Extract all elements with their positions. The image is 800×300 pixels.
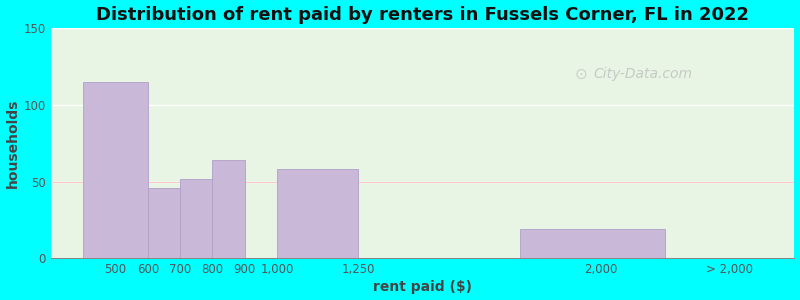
Bar <box>180 178 213 258</box>
Title: Distribution of rent paid by renters in Fussels Corner, FL in 2022: Distribution of rent paid by renters in … <box>96 6 749 24</box>
Y-axis label: households: households <box>6 98 19 188</box>
Bar <box>148 188 180 258</box>
Bar <box>213 160 245 258</box>
X-axis label: rent paid ($): rent paid ($) <box>373 280 472 294</box>
Bar <box>277 169 358 258</box>
Text: City-Data.com: City-Data.com <box>594 67 693 81</box>
Bar <box>83 82 148 258</box>
Bar <box>520 229 665 258</box>
Text: ⊙: ⊙ <box>575 67 588 82</box>
